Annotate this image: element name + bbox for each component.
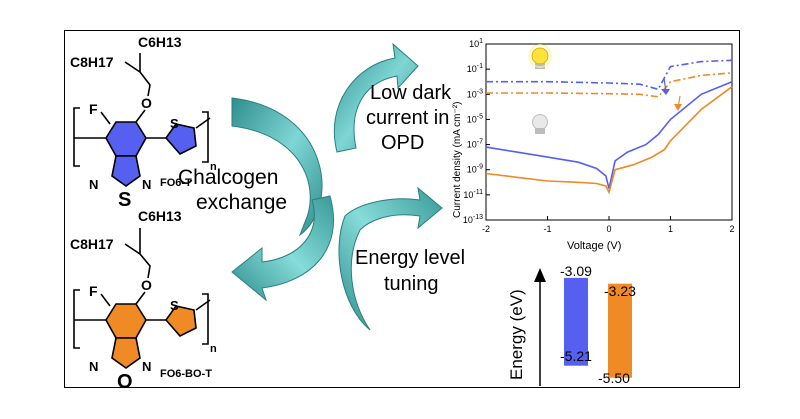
nitrogen-left-top: N	[89, 177, 98, 192]
curve-arrows	[661, 77, 682, 111]
bracket-left-bottom	[73, 289, 80, 349]
ether-bond-top	[135, 109, 146, 123]
energy-ylabel: Energy (eV)	[507, 289, 526, 380]
dark-current-caption-line3: OPD	[381, 132, 424, 154]
energy-bar-fo6-bo-t	[608, 283, 632, 378]
side-chain-branch-bottom: C6H13	[138, 208, 182, 224]
jv-series-line-0	[486, 59, 733, 91]
thiophene-sulfur-bottom: S	[170, 298, 179, 313]
nitrogen-left-bottom: N	[89, 359, 98, 374]
molecule-fo6-bo-t: C6H13 C8H17 O F N N O S n FO6-BO-T	[70, 208, 217, 393]
dark-current-caption-line1: Low dark	[370, 82, 452, 104]
jv-ticks: -2 -1 0 1 2 101 10-1 10-3 10-5 10-7 10-9 10-11 10-13	[463, 38, 735, 234]
jv-xtick-label: 2	[729, 224, 734, 234]
jv-ytick-label: 10-3	[467, 88, 483, 99]
jv-ylabel: Current density (mA cm⁻²)	[452, 102, 463, 218]
molecule-fo6-t: C6H13 C8H17 O F N N S S n FO6-T	[70, 34, 217, 211]
light-bulb-on-icon	[528, 44, 552, 69]
energy-axis-arrowhead	[534, 268, 546, 282]
jv-series	[485, 59, 733, 195]
chalcogen-caption-line1: Chalcogen	[178, 166, 278, 189]
jv-ytick-label: 10-1	[467, 63, 483, 74]
jv-xtick-label: 0	[606, 224, 611, 234]
jv-ytick-label: 10-7	[467, 139, 483, 150]
jv-chart: -2 -1 0 1 2 101 10-1 10-3 10-5 10-7 10-9 10-11 10-13…	[452, 38, 735, 252]
energy-caption-line1: Energy level	[355, 247, 465, 269]
chalcogen-caption-line2: exchange	[196, 191, 287, 214]
jv-ytick-label: 10-13	[463, 214, 483, 225]
thiophene-ring-bottom	[164, 305, 197, 337]
side-chain-branch-top: C6H13	[138, 34, 182, 50]
nitrogen-right-top: N	[142, 177, 151, 192]
nitrogen-right-bottom: N	[142, 359, 151, 374]
jv-ytick-label: 10-9	[467, 164, 483, 175]
homo-label-fo6-t: -5.21	[560, 348, 592, 364]
benzene-ring-bottom	[105, 303, 147, 339]
jv-series-line-1	[486, 72, 733, 98]
side-chain-main-bottom: C8H17	[70, 236, 114, 252]
homo-label-fo6-bo-t: -5.50	[598, 370, 630, 386]
jv-ytick-label: 10-5	[467, 113, 483, 124]
jv-series-line-3	[485, 86, 733, 195]
thiophene-sulfur-top: S	[170, 116, 179, 131]
fluorine-top: F	[89, 101, 98, 117]
energy-tuning-arrow	[338, 186, 443, 331]
chalcogen-exchange-arrow-up	[231, 195, 335, 302]
jv-ytick-label: 10-11	[463, 189, 483, 200]
ether-bond-bottom	[135, 291, 146, 305]
energy-caption-line2: tuning	[384, 273, 439, 295]
bracket-right-top	[202, 111, 209, 163]
benzene-ring-top	[105, 121, 147, 157]
fluorine-bond-top	[100, 111, 111, 125]
figure-frame	[64, 30, 740, 388]
energy-diagram: Energy (eV) -3.09 -5.21 -3.23 -5.50	[507, 263, 636, 386]
bracket-right-bottom	[202, 293, 209, 345]
thiadiazole-ring-top	[111, 155, 141, 187]
chalcogen-atom-top: S	[118, 189, 131, 211]
ether-oxygen-bottom: O	[141, 277, 152, 293]
oxadiazole-ring-bottom	[111, 337, 141, 369]
chalcogen-exchange-arrow-down	[231, 97, 323, 237]
jv-xlabel: Voltage (V)	[567, 240, 621, 252]
jv-series-line-2	[485, 80, 733, 189]
side-chain-main-top: C8H17	[70, 54, 114, 70]
repeat-n-top: n	[210, 161, 217, 173]
alkyl-chain-bottom	[124, 228, 151, 279]
energy-bar-fo6-t	[564, 277, 588, 366]
alkyl-chain-top	[124, 53, 151, 97]
light-bulb-off-icon	[532, 114, 548, 134]
dark-current-caption-line2: current in	[366, 107, 449, 129]
repeat-n-bottom: n	[210, 343, 217, 355]
jv-xtick-label: 1	[668, 224, 673, 234]
dark-current-arrow	[333, 42, 419, 153]
chalcogen-atom-bottom: O	[117, 371, 133, 393]
thiophene-ring-top	[164, 123, 197, 155]
bracket-left-top	[73, 107, 80, 167]
molecule-name-top: FO6-T	[160, 177, 192, 189]
molecule-name-bottom: FO6-BO-T	[160, 368, 212, 380]
ether-oxygen-top: O	[141, 95, 152, 111]
fluorine-bottom: F	[89, 283, 98, 299]
jv-xtick-label: -2	[482, 224, 490, 234]
jv-xtick-label: -1	[543, 224, 551, 234]
lumo-label-fo6-t: -3.09	[560, 263, 592, 279]
lumo-label-fo6-bo-t: -3.23	[604, 283, 636, 299]
fluorine-bond-bottom	[100, 293, 111, 307]
jv-ytick-label: 101	[469, 38, 483, 49]
